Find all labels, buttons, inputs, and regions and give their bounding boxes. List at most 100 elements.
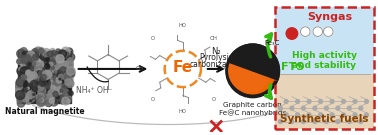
Wedge shape [230, 63, 274, 94]
Circle shape [42, 49, 51, 57]
Circle shape [39, 48, 44, 54]
Text: carbonization: carbonization [190, 60, 243, 69]
Circle shape [27, 87, 29, 90]
Circle shape [40, 75, 48, 83]
Circle shape [58, 60, 61, 63]
Circle shape [65, 68, 68, 72]
Circle shape [19, 93, 25, 99]
Circle shape [23, 95, 28, 99]
Circle shape [23, 74, 30, 80]
Bar [275, 7, 374, 129]
Circle shape [20, 52, 28, 60]
Circle shape [19, 61, 28, 70]
Circle shape [39, 87, 46, 94]
Circle shape [34, 63, 43, 72]
Circle shape [313, 27, 322, 36]
Circle shape [53, 92, 58, 97]
Circle shape [34, 71, 42, 79]
Circle shape [365, 99, 369, 103]
Circle shape [60, 66, 66, 72]
Circle shape [313, 106, 317, 110]
Circle shape [296, 99, 299, 103]
Circle shape [44, 62, 53, 71]
Circle shape [43, 75, 47, 80]
Circle shape [39, 60, 41, 62]
Circle shape [17, 59, 21, 64]
Circle shape [68, 68, 70, 70]
Circle shape [37, 71, 44, 78]
Circle shape [37, 69, 42, 74]
Circle shape [342, 113, 345, 117]
Circle shape [38, 75, 45, 82]
Circle shape [54, 62, 60, 68]
Circle shape [46, 58, 49, 61]
Circle shape [28, 84, 36, 92]
Circle shape [34, 54, 37, 58]
Circle shape [28, 83, 33, 89]
Circle shape [50, 78, 56, 85]
Circle shape [54, 93, 57, 96]
Circle shape [39, 79, 46, 86]
Circle shape [25, 54, 27, 56]
Circle shape [68, 61, 70, 63]
Circle shape [63, 73, 71, 81]
Circle shape [37, 98, 45, 106]
Circle shape [21, 55, 25, 58]
Circle shape [28, 82, 33, 86]
Circle shape [42, 52, 48, 59]
Circle shape [302, 120, 305, 124]
Circle shape [17, 67, 25, 75]
Circle shape [18, 69, 24, 75]
Circle shape [44, 97, 51, 103]
Circle shape [27, 94, 35, 102]
Circle shape [59, 85, 64, 90]
Circle shape [21, 68, 27, 74]
Circle shape [52, 55, 58, 61]
Circle shape [30, 92, 35, 98]
Circle shape [63, 50, 66, 54]
Circle shape [50, 53, 52, 55]
Circle shape [40, 87, 45, 92]
Circle shape [324, 106, 328, 110]
Circle shape [53, 76, 57, 80]
Circle shape [57, 75, 62, 80]
Circle shape [56, 77, 62, 83]
Circle shape [68, 82, 72, 86]
Circle shape [56, 84, 62, 90]
Circle shape [64, 70, 68, 75]
Wedge shape [253, 71, 279, 80]
Circle shape [60, 76, 67, 82]
Text: Graphite carbon: Graphite carbon [223, 102, 282, 108]
Circle shape [23, 52, 26, 55]
Text: O: O [150, 97, 154, 102]
Circle shape [54, 84, 60, 90]
Text: Fe₃C: Fe₃C [264, 40, 279, 46]
Circle shape [53, 83, 54, 85]
Circle shape [23, 60, 28, 65]
Circle shape [59, 59, 65, 64]
Circle shape [62, 62, 71, 71]
Circle shape [56, 96, 59, 99]
Circle shape [347, 120, 351, 124]
Circle shape [19, 68, 28, 77]
Circle shape [52, 81, 54, 83]
Circle shape [28, 80, 30, 82]
Circle shape [23, 92, 24, 93]
Circle shape [62, 61, 68, 67]
Circle shape [23, 55, 29, 61]
Circle shape [68, 69, 72, 74]
Circle shape [51, 66, 54, 70]
Circle shape [27, 51, 35, 59]
Circle shape [34, 77, 42, 85]
Circle shape [34, 47, 42, 56]
Circle shape [59, 74, 64, 79]
Circle shape [302, 106, 305, 110]
Circle shape [29, 63, 36, 69]
Circle shape [33, 70, 36, 74]
Circle shape [20, 48, 27, 54]
Circle shape [23, 99, 26, 102]
Text: Syngas: Syngas [307, 12, 352, 23]
Circle shape [41, 75, 43, 77]
Circle shape [37, 48, 45, 55]
Circle shape [21, 63, 25, 67]
